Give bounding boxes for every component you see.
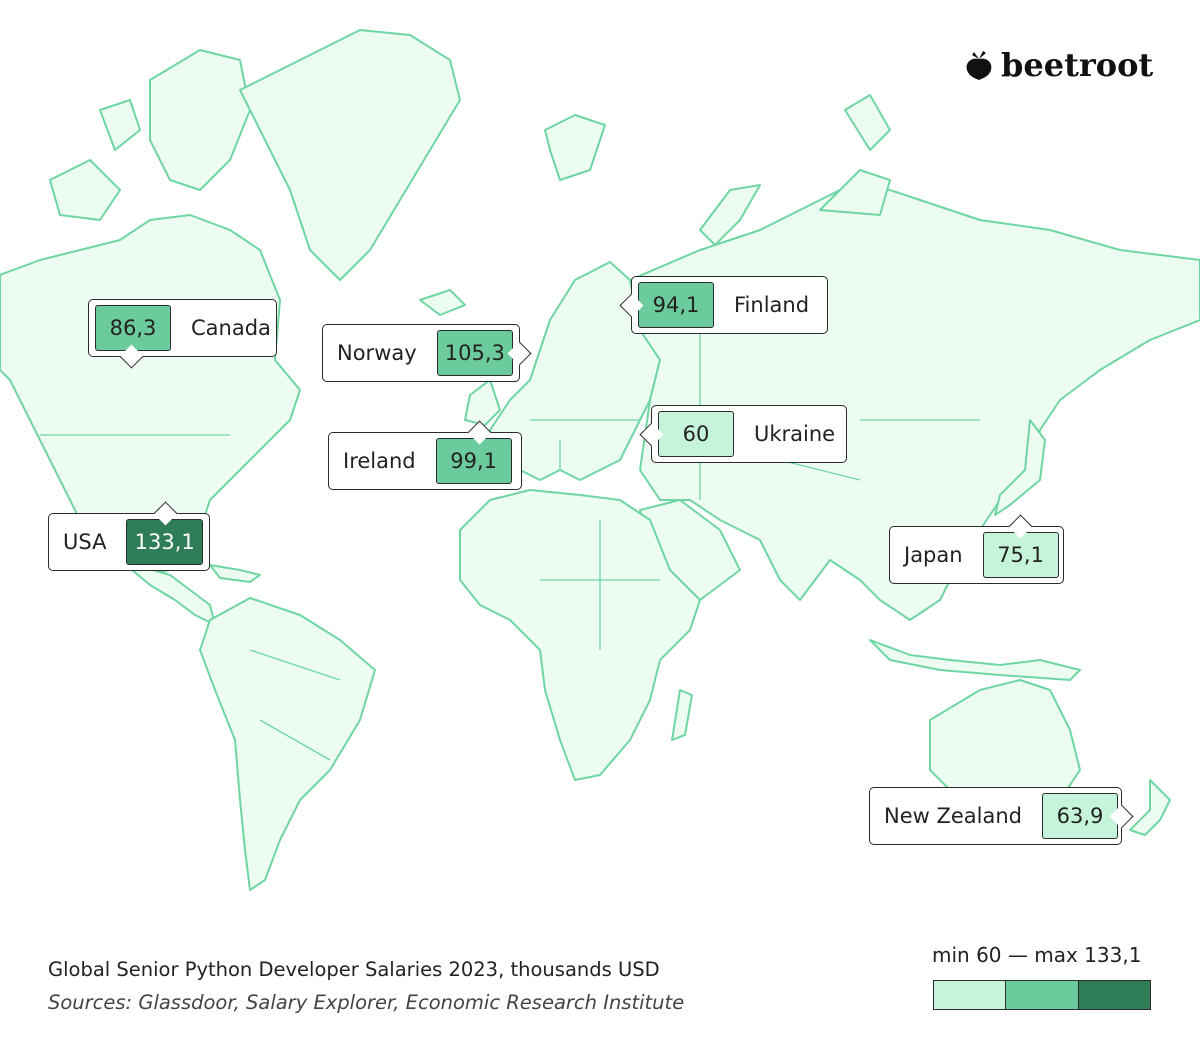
legend-swatch-low [934,981,1006,1009]
callout-usa: USA 133,1 [48,501,210,571]
svalbard [544,114,606,181]
label-ireland: Ireland [343,449,416,473]
value-usa: 133,1 [126,519,203,565]
madagascar [671,689,693,741]
label-norway: Norway [337,341,417,365]
label-finland: Finland [734,293,810,317]
new-zealand-land [1129,779,1171,836]
siberian-islands [699,94,891,246]
value-ukraine: 60 [658,411,734,457]
label-canada: Canada [191,316,271,340]
indonesia [869,639,1081,681]
legend-color-scale [933,980,1151,1010]
value-new-zealand: 63,9 [1042,793,1118,839]
legend-range: min 60 — max 133,1 [932,943,1142,967]
label-new-zealand: New Zealand [884,804,1022,828]
callout-japan: Japan 75,1 [889,514,1064,584]
label-usa: USA [63,530,107,554]
legend-swatch-mid [1005,981,1078,1009]
value-finland: 94,1 [638,282,714,328]
iceland [419,289,466,316]
value-japan: 75,1 [982,532,1059,578]
caribbean [209,564,261,583]
value-canada: 86,3 [95,305,171,351]
value-ireland: 99,1 [435,438,512,484]
callout-canada: 86,3 Canada [88,299,277,369]
beet-icon [966,51,992,80]
legend-swatch-high [1077,981,1150,1009]
brand-name: beetroot [1001,46,1154,84]
callout-new-zealand: New Zealand 63,9 [869,787,1134,845]
label-ukraine: Ukraine [754,422,836,446]
arctic-islands [49,49,251,221]
chart-title: Global Senior Python Developer Salaries … [48,958,660,981]
japan [994,419,1046,516]
africa [459,489,701,781]
beetroot-logo: beetroot [963,46,1153,84]
callout-ireland: Ireland 99,1 [328,420,522,490]
greenland [239,29,461,281]
british-isles [464,379,501,426]
callout-ukraine: 60 Ukraine [639,405,847,463]
value-norway: 105,3 [436,330,513,376]
callout-norway: Norway 105,3 [322,324,532,382]
callout-finland: 94,1 Finland [619,276,828,334]
australia [929,679,1081,811]
sources-note: Sources: Glassdoor, Salary Explorer, Eco… [48,991,685,1014]
south-america [199,597,376,891]
label-japan: Japan [904,543,963,567]
